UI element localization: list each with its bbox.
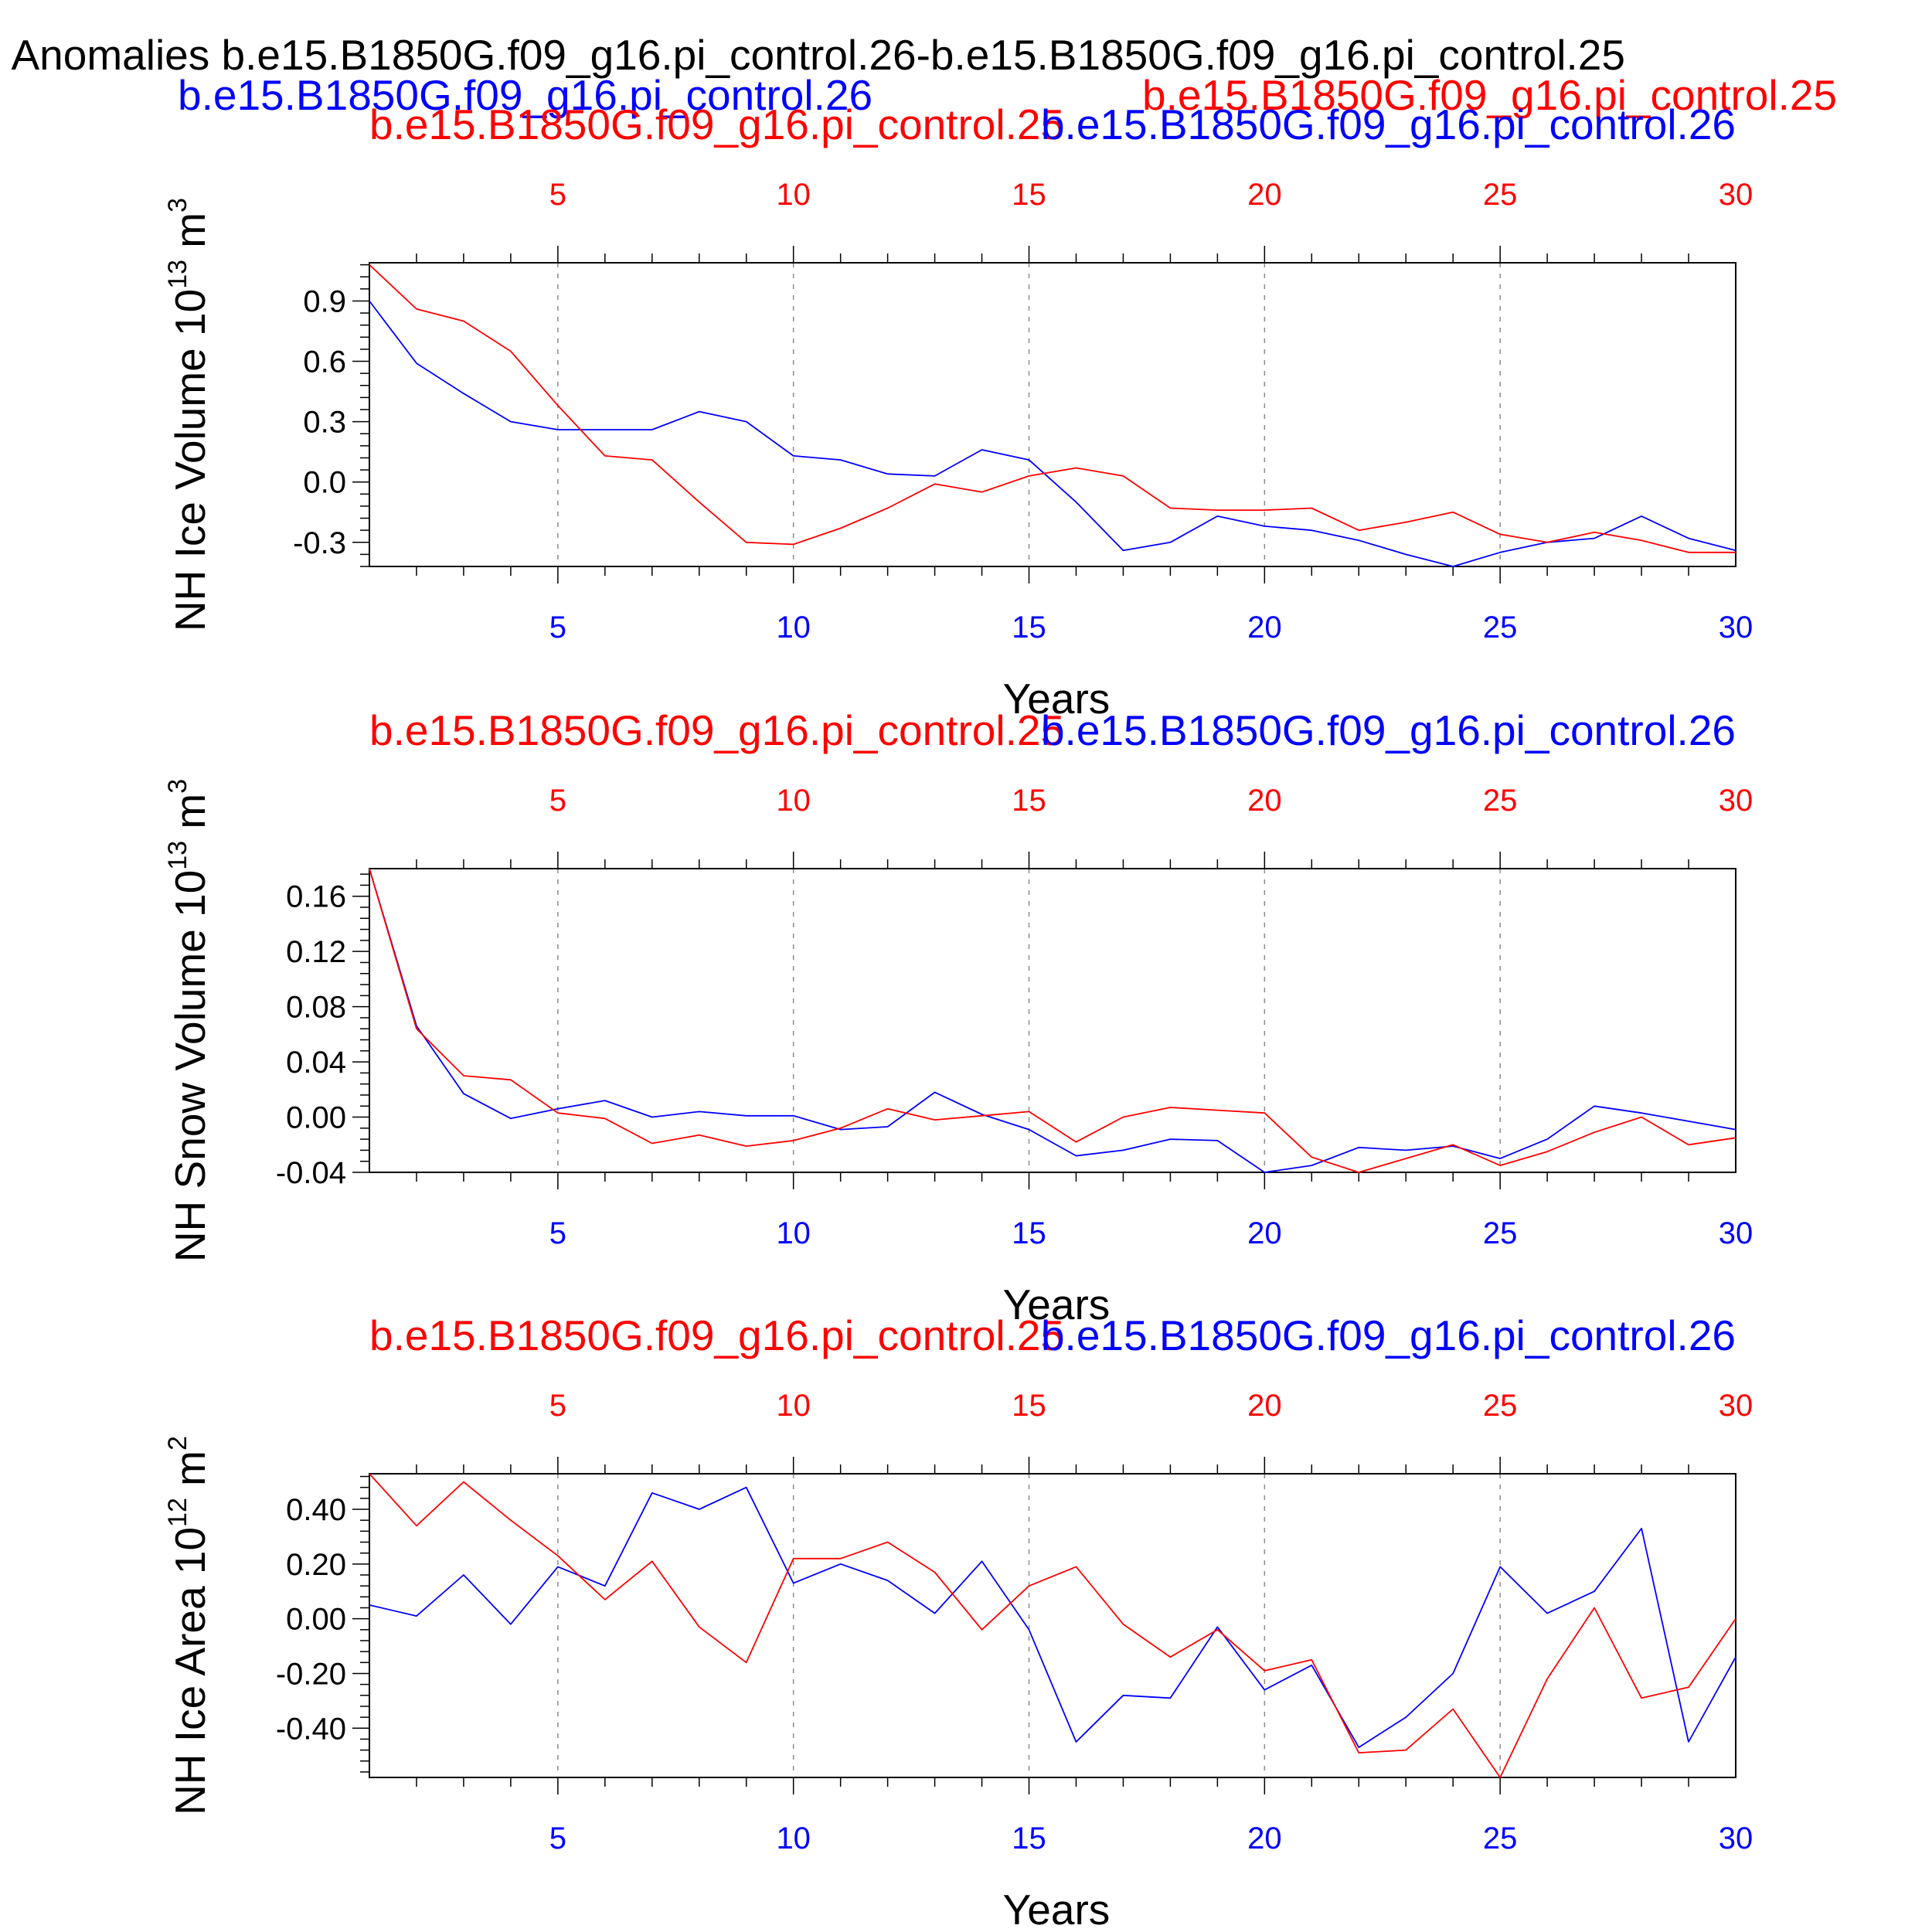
y-tick-label: 0.00 bbox=[286, 1603, 346, 1637]
x-tick-label-top: 30 bbox=[1719, 178, 1753, 212]
y-tick-label: 0.0 bbox=[303, 466, 346, 500]
x-tick-label-bottom: 20 bbox=[1247, 1216, 1282, 1250]
nh-ice-volume-panel: 0.9 0.6 0.3 0.0 -0.3 5 5 10 10 15 15 20 20 25 25 30 30 b.… bbox=[163, 100, 1753, 723]
nh-ice-area-top-title-blue: b.e15.B1850G.f09_g16.pi_control.26 bbox=[1041, 1311, 1736, 1359]
x-tick-label-bottom: 5 bbox=[549, 1821, 566, 1855]
x-tick-label-top: 10 bbox=[776, 784, 811, 818]
nh-ice-volume-series-blue bbox=[369, 300, 1736, 567]
x-tick-label-top: 25 bbox=[1483, 784, 1518, 818]
nh-ice-volume-xlabel: Years bbox=[1003, 675, 1111, 723]
nh-ice-volume-series-red bbox=[369, 264, 1736, 553]
y-tick-label: 0.04 bbox=[286, 1046, 346, 1080]
x-tick-label-top: 15 bbox=[1012, 178, 1046, 212]
y-tick-label: 0.00 bbox=[286, 1101, 346, 1135]
nh-snow-volume-ylabel: NH Snow Volume 1013 m3 bbox=[163, 779, 214, 1262]
nh-snow-volume-panel: 0.16 0.12 0.08 0.04 0.00 -0.04 5 5 10 10 15 15 20 20 2… bbox=[163, 706, 1753, 1328]
x-tick-label-top: 20 bbox=[1247, 784, 1282, 818]
y-tick-label: 0.6 bbox=[303, 345, 346, 379]
x-tick-label-top: 15 bbox=[1012, 784, 1046, 818]
nh-ice-area-top-title-red: b.e15.B1850G.f09_g16.pi_control.25 bbox=[369, 1311, 1064, 1359]
nh-snow-volume-xlabel: Years bbox=[1003, 1281, 1111, 1328]
nh-ice-area-panel: 0.40 0.20 0.00 -0.20 -0.40 5 5 10 10 15 15 20 20 25 25… bbox=[163, 1311, 1753, 1932]
y-tick-label: 0.08 bbox=[286, 991, 346, 1025]
x-tick-label-bottom: 15 bbox=[1012, 611, 1046, 645]
y-tick-label: -0.3 bbox=[293, 526, 346, 560]
x-tick-label-bottom: 15 bbox=[1012, 1216, 1046, 1250]
nh-snow-volume-top-title-red: b.e15.B1850G.f09_g16.pi_control.25 bbox=[369, 706, 1064, 754]
x-tick-label-top: 20 bbox=[1247, 178, 1282, 212]
nh-ice-area-series-blue bbox=[369, 1486, 1736, 1749]
y-tick-label: -0.20 bbox=[276, 1657, 346, 1691]
y-tick-label: 0.20 bbox=[286, 1548, 346, 1582]
x-tick-label-top: 10 bbox=[776, 1389, 811, 1423]
y-tick-label: 0.16 bbox=[286, 880, 346, 914]
nh-ice-area-ylabel: NH Ice Area 1012 m2 bbox=[163, 1436, 214, 1815]
figure-subtitle-left: b.e15.B1850G.f09_g16.pi_control.26 bbox=[178, 71, 872, 119]
x-tick-label-bottom: 25 bbox=[1483, 1821, 1518, 1855]
x-tick-label-top: 5 bbox=[549, 784, 566, 818]
nh-ice-area-xlabel: Years bbox=[1003, 1886, 1111, 1932]
x-tick-label-bottom: 25 bbox=[1483, 1216, 1518, 1250]
x-tick-label-bottom: 15 bbox=[1012, 1821, 1046, 1855]
x-tick-label-top: 20 bbox=[1247, 1389, 1282, 1423]
nh-snow-volume-series-blue bbox=[369, 868, 1736, 1173]
figure-title: l Anomalies b.e15.B1850G.f09_g16.pi_cont… bbox=[0, 31, 1625, 79]
nh-snow-volume-series-red bbox=[369, 868, 1736, 1173]
panels: 0.9 0.6 0.3 0.0 -0.3 5 5 10 10 15 15 20 20 25 25 30 30 b.… bbox=[163, 100, 1753, 1932]
nh-ice-volume-top-title-red: b.e15.B1850G.f09_g16.pi_control.25 bbox=[369, 100, 1064, 148]
y-tick-label: 0.12 bbox=[286, 935, 346, 969]
x-tick-label-top: 10 bbox=[776, 178, 811, 212]
nh-snow-volume-top-title-blue: b.e15.B1850G.f09_g16.pi_control.26 bbox=[1041, 706, 1736, 754]
nh-ice-volume-frame bbox=[369, 262, 1736, 567]
x-tick-label-bottom: 10 bbox=[776, 611, 811, 645]
x-tick-label-bottom: 10 bbox=[776, 1821, 811, 1855]
y-tick-label: -0.40 bbox=[276, 1712, 346, 1746]
x-tick-label-top: 15 bbox=[1012, 1389, 1046, 1423]
x-tick-label-top: 25 bbox=[1483, 1389, 1518, 1423]
x-tick-label-bottom: 10 bbox=[776, 1216, 811, 1250]
x-tick-label-bottom: 25 bbox=[1483, 611, 1518, 645]
figure-subtitle-right: b.e15.B1850G.f09_g16.pi_control.25 bbox=[1142, 71, 1837, 119]
nh-ice-volume-ylabel: NH Ice Volume 1013 m3 bbox=[163, 198, 214, 631]
x-tick-label-bottom: 30 bbox=[1719, 611, 1753, 645]
x-tick-label-bottom: 5 bbox=[549, 611, 566, 645]
x-tick-label-bottom: 20 bbox=[1247, 611, 1282, 645]
x-tick-label-top: 5 bbox=[549, 178, 566, 212]
x-tick-label-top: 30 bbox=[1719, 784, 1753, 818]
nh-ice-area-series-red bbox=[369, 1473, 1736, 1778]
x-tick-label-top: 30 bbox=[1719, 1389, 1753, 1423]
x-tick-label-bottom: 30 bbox=[1719, 1821, 1753, 1855]
y-tick-label: -0.04 bbox=[276, 1156, 346, 1190]
nh-ice-area-frame bbox=[369, 1473, 1736, 1778]
nh-ice-volume-top-title-blue: b.e15.B1850G.f09_g16.pi_control.26 bbox=[1041, 100, 1736, 148]
x-tick-label-top: 25 bbox=[1483, 178, 1518, 212]
x-tick-label-bottom: 30 bbox=[1719, 1216, 1753, 1250]
x-tick-label-bottom: 20 bbox=[1247, 1821, 1282, 1855]
y-tick-label: 0.9 bbox=[303, 284, 346, 318]
y-tick-label: 0.40 bbox=[286, 1493, 346, 1527]
x-tick-label-top: 5 bbox=[549, 1389, 566, 1423]
x-tick-label-bottom: 5 bbox=[549, 1216, 566, 1250]
y-tick-label: 0.3 bbox=[303, 406, 346, 440]
nh-snow-volume-frame bbox=[369, 868, 1736, 1173]
